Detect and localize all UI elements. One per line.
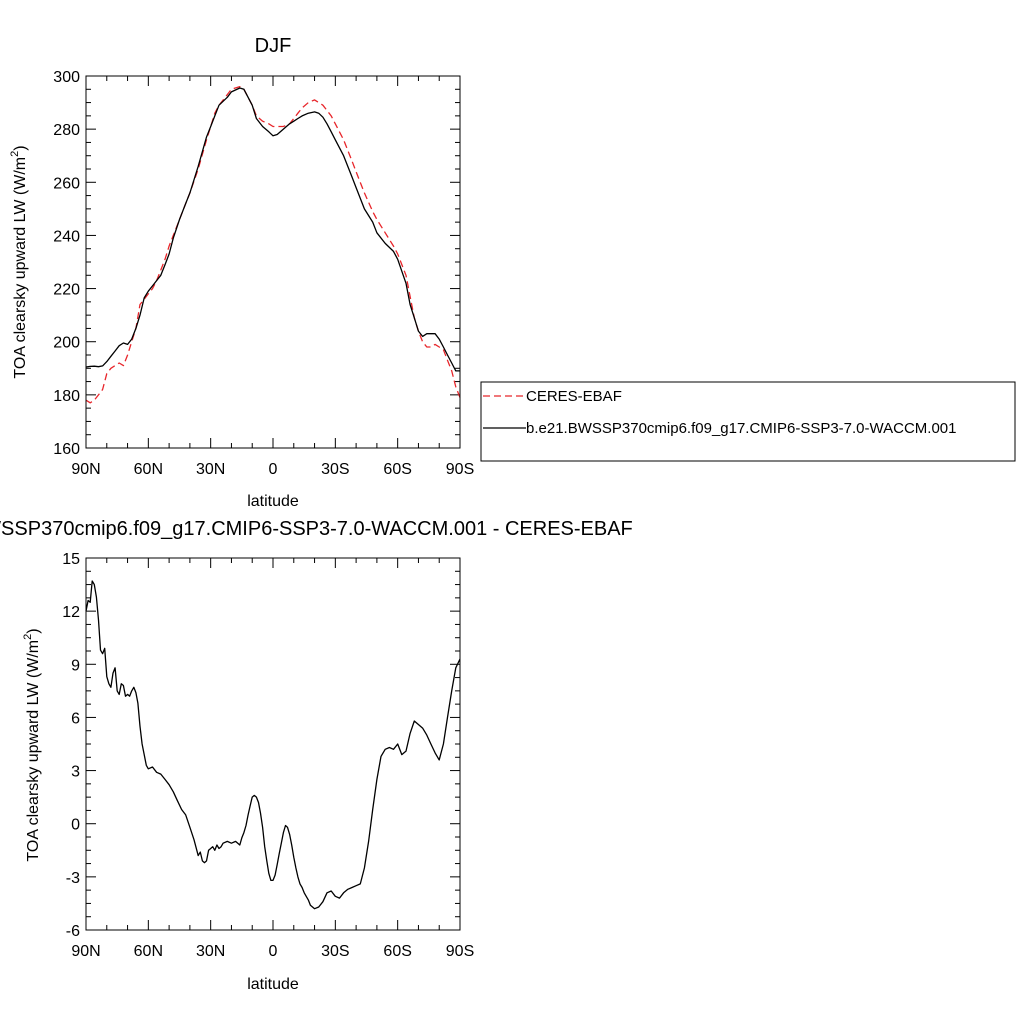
legend-label-model: b.e21.BWSSP370cmip6.f09_g17.CMIP6-SSP3-7… xyxy=(526,420,956,437)
top-y-tick-label: 240 xyxy=(53,228,80,245)
top-x-tick-label: 90N xyxy=(71,461,100,478)
top-x-tick-labels: 90N 60N 30N 0 30S 60S 90S xyxy=(71,461,474,478)
top-series-line-1 xyxy=(85,87,460,372)
bottom-chart-title: b.e21.BWSSP370cmip6.f09_g17.CMIP6-SSP3-7… xyxy=(0,518,633,540)
bottom-y-tick-label: 9 xyxy=(71,657,80,674)
top-series-lines xyxy=(85,85,461,404)
top-y-tick-label: 220 xyxy=(53,282,80,299)
bottom-y-axis-label-main: TOA clearsky upward LW (W/m xyxy=(25,640,42,862)
bottom-x-tick-label: 60S xyxy=(383,943,411,960)
top-x-tick-label: 0 xyxy=(269,461,278,478)
bottom-x-tick-label: 30S xyxy=(321,943,349,960)
legend-box xyxy=(480,381,1016,462)
bottom-y-tick-label: 0 xyxy=(71,817,80,834)
top-x-tick-label: 60N xyxy=(134,461,163,478)
bottom-y-tick-label: 6 xyxy=(71,710,80,727)
bottom-y-axis-label-tail: ) xyxy=(25,628,42,633)
bottom-y-axis-label-group: TOA clearsky upward LW (W/m2) xyxy=(22,628,42,861)
top-y-tick-label: 200 xyxy=(53,335,80,352)
bottom-y-tick-label: 12 xyxy=(62,604,80,621)
bottom-y-tick-label: -3 xyxy=(66,870,80,887)
top-x-tick-label: 30S xyxy=(321,461,349,478)
bottom-plot-frame xyxy=(85,557,461,931)
top-x-axis-label: latitude xyxy=(247,493,299,510)
top-x-tick-label: 30N xyxy=(196,461,225,478)
top-chart-title: DJF xyxy=(255,35,292,57)
top-panel: DJF TOA clearsky upward LW (W/m2) 90N 60N… xyxy=(9,35,474,510)
bottom-x-tick-label: 30N xyxy=(196,943,225,960)
top-y-axis-label: TOA clearsky upward LW (W/m2) xyxy=(9,145,29,378)
legend-label-ceres: CERES-EBAF xyxy=(526,388,622,405)
bottom-x-axis-label: latitude xyxy=(247,976,299,993)
bottom-y-axis-label-sup: 2 xyxy=(22,634,34,640)
bottom-y-tick-label: -6 xyxy=(66,923,80,940)
top-y-tick-label: 260 xyxy=(53,175,80,192)
bottom-x-tick-label: 90N xyxy=(71,943,100,960)
top-y-tick-label: 280 xyxy=(53,122,80,139)
bottom-series-line-0 xyxy=(85,580,461,910)
top-x-tick-label: 90S xyxy=(446,461,474,478)
bottom-x-tick-label: 90S xyxy=(446,943,474,960)
bottom-y-axis-label: TOA clearsky upward LW (W/m2) xyxy=(22,628,42,861)
top-y-axis-label-sup: 2 xyxy=(9,151,21,157)
top-y-axis-label-group: TOA clearsky upward LW (W/m2) xyxy=(9,145,29,378)
top-y-tick-labels: 160 180 200 220 240 260 280 300 xyxy=(53,69,80,458)
bottom-panel: b.e21.BWSSP370cmip6.f09_g17.CMIP6-SSP3-7… xyxy=(0,518,633,993)
top-y-tick-label: 300 xyxy=(53,69,80,86)
bottom-y-tick-label: 3 xyxy=(71,764,80,781)
bottom-y-tick-labels: -6 -3 0 3 6 9 12 15 xyxy=(62,551,80,940)
top-x-tick-label: 60S xyxy=(383,461,411,478)
bottom-x-tick-label: 0 xyxy=(269,943,278,960)
bottom-series-lines xyxy=(85,580,461,910)
bottom-y-tick-label: 15 xyxy=(62,551,80,568)
top-axis-ticks xyxy=(85,75,461,449)
bottom-x-tick-labels: 90N 60N 30N 0 30S 60S 90S xyxy=(71,943,474,960)
top-y-tick-label: 180 xyxy=(53,388,80,405)
legend: CERES-EBAF b.e21.BWSSP370cmip6.f09_g17.C… xyxy=(480,381,1016,462)
top-y-axis-label-main: TOA clearsky upward LW (W/m xyxy=(12,157,29,379)
top-plot-frame xyxy=(85,75,461,449)
top-y-tick-label: 160 xyxy=(53,441,80,458)
top-y-axis-label-tail: ) xyxy=(12,145,29,150)
top-series-line-0 xyxy=(85,85,461,404)
bottom-x-tick-label: 60N xyxy=(134,943,163,960)
